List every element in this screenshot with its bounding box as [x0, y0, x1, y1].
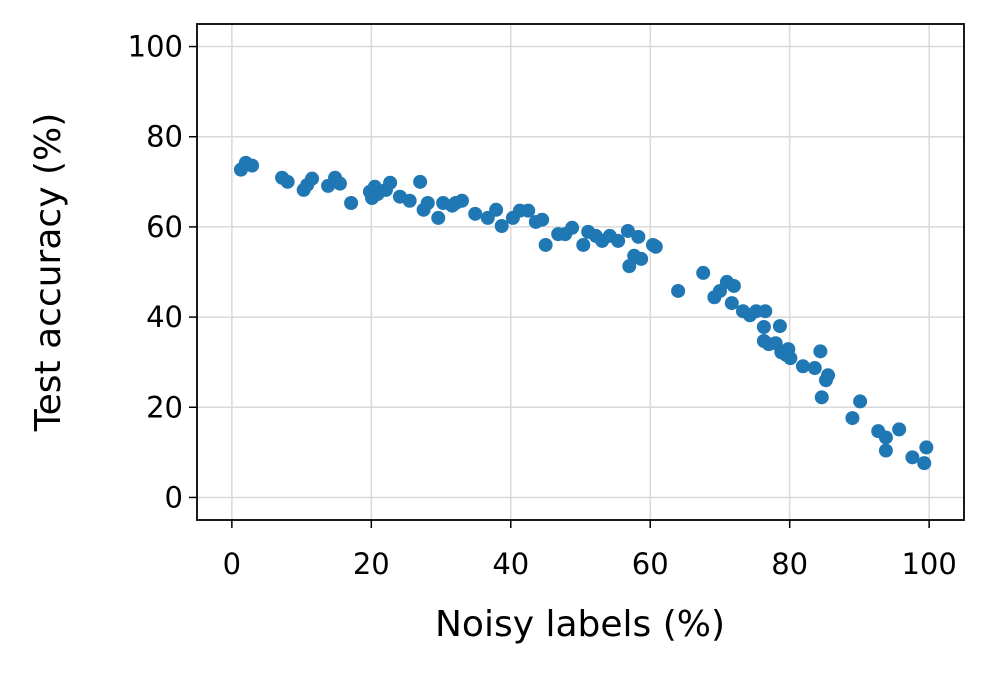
point	[821, 368, 836, 383]
y-tick-label: 80	[146, 120, 183, 154]
point	[853, 394, 868, 409]
x-tick-label: 100	[901, 547, 956, 581]
x-tick-label: 80	[771, 547, 808, 581]
point	[724, 296, 739, 311]
point	[413, 174, 428, 189]
point	[756, 320, 771, 335]
point	[634, 251, 649, 266]
point	[892, 422, 907, 437]
point	[245, 158, 260, 173]
y-tick-label: 60	[146, 210, 183, 244]
point	[489, 202, 504, 217]
y-tick-label: 100	[128, 30, 183, 64]
point	[521, 203, 536, 218]
y-tick-label: 40	[146, 300, 183, 334]
point	[431, 210, 446, 225]
point	[772, 319, 787, 334]
x-tick-label: 60	[632, 547, 669, 581]
point	[814, 390, 829, 405]
point	[620, 223, 635, 238]
x-tick-label: 20	[353, 547, 390, 581]
point	[576, 237, 591, 252]
point	[631, 229, 646, 244]
point	[383, 175, 398, 190]
point	[807, 361, 822, 376]
x-tick-label: 40	[492, 547, 529, 581]
point	[813, 344, 828, 359]
point	[402, 193, 417, 208]
point	[696, 265, 711, 280]
point	[878, 443, 893, 458]
point	[565, 220, 580, 235]
point	[878, 430, 893, 445]
point	[468, 206, 483, 221]
point	[332, 176, 347, 191]
point	[671, 283, 686, 298]
point	[783, 351, 798, 366]
point	[420, 196, 435, 211]
y-tick-label: 20	[146, 390, 183, 424]
y-axis-label: Test accuracy (%)	[28, 113, 69, 433]
point	[280, 174, 295, 189]
point	[905, 450, 920, 465]
point	[611, 233, 626, 248]
y-tick-label: 0	[165, 480, 183, 514]
point	[845, 411, 860, 426]
plot-frame	[196, 23, 965, 521]
point	[535, 212, 550, 227]
point	[795, 359, 810, 374]
point	[919, 440, 934, 455]
point	[917, 456, 932, 471]
point	[726, 278, 741, 293]
x-tick-label: 0	[223, 547, 241, 581]
point	[538, 237, 553, 252]
point	[622, 259, 637, 274]
point	[758, 304, 773, 319]
x-axis-label: Noisy labels (%)	[435, 604, 725, 645]
point	[454, 193, 469, 208]
point	[494, 219, 509, 234]
point	[648, 239, 663, 254]
point	[344, 196, 359, 211]
point	[305, 171, 320, 186]
